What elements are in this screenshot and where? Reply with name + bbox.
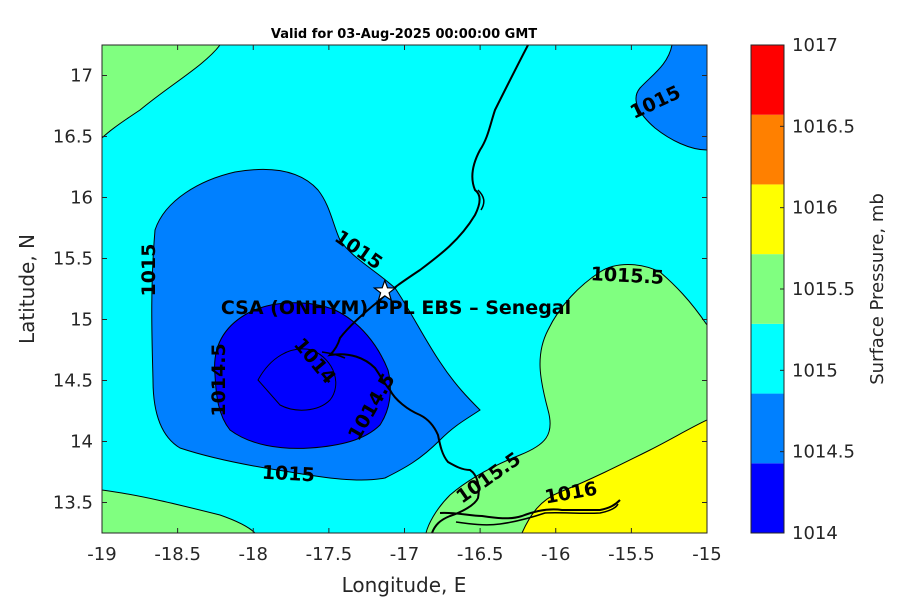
x-tick-label: -18 <box>239 544 268 565</box>
x-axis-label: Longitude, E <box>342 573 467 597</box>
y-tick-label: 14 <box>70 432 93 453</box>
y-axis-label: Latitude, N <box>15 234 39 344</box>
x-tick-label: -15.5 <box>608 544 655 565</box>
coastline-inlet <box>321 189 485 359</box>
y-axis: 13.5 14 14.5 15 15.5 16 16.5 17 <box>53 66 707 514</box>
region-1015-5-sw <box>102 489 256 533</box>
contour-label: 1015.5 <box>590 263 664 289</box>
region-1014-5-ne <box>635 45 707 151</box>
region-1016-se <box>521 419 707 533</box>
colorbar-tick-label: 1014.5 <box>792 442 855 463</box>
colorbar-tick-label: 1017 <box>792 35 838 56</box>
contour-label: 1015 <box>261 462 315 487</box>
colorbar-swatch <box>751 323 784 394</box>
colorbar-swatch <box>751 393 784 464</box>
colorbar-swatch <box>751 254 784 324</box>
inner-contour-1014 <box>257 348 337 411</box>
colorbar-tick-label: 1014 <box>792 523 838 544</box>
colorbar-tick-label: 1015 <box>792 360 838 381</box>
x-tick-label: -17 <box>390 544 419 565</box>
river-line-2 <box>455 503 619 526</box>
colorbar-swatch <box>751 184 784 255</box>
region-1014-center <box>214 302 391 449</box>
contour-field <box>102 45 707 533</box>
colorbar-swatch <box>751 114 784 185</box>
chart-title: Valid for 03-Aug-2025 00:00:00 GMT <box>271 27 537 42</box>
colorbar-swatch <box>751 45 784 115</box>
colorbar-swatch <box>751 463 784 533</box>
y-tick-label: 14.5 <box>53 371 93 392</box>
y-tick-label: 15.5 <box>53 249 93 270</box>
coastline <box>321 45 621 533</box>
station-label: CSA (ONHYM) PPL EBS – Senegal <box>221 297 571 319</box>
x-tick-label: -17.5 <box>306 544 353 565</box>
x-axis: -19 -18.5 -18 -17.5 -17 -16.5 -16 -15.5 -15 <box>87 45 722 565</box>
y-tick-label: 16 <box>70 188 93 209</box>
y-tick-label: 15 <box>70 310 93 331</box>
colorbar-label: Surface Pressure, mb <box>867 193 888 385</box>
region-1015-5-nw <box>102 45 221 139</box>
river-line <box>439 499 621 520</box>
y-tick-label: 16.5 <box>53 127 93 148</box>
x-tick-label: -16.5 <box>457 544 504 565</box>
x-tick-label: -19 <box>87 544 116 565</box>
colorbar-tick-label: 1016.5 <box>792 116 855 137</box>
y-tick-label: 17 <box>70 66 93 87</box>
station-star-icon <box>372 278 397 302</box>
contour-label: 1015 <box>138 244 160 297</box>
y-tick-label: 13.5 <box>53 493 93 514</box>
coastline-line <box>327 45 529 533</box>
x-tick-label: -18.5 <box>154 544 201 565</box>
x-tick-label: -15 <box>692 544 721 565</box>
colorbar-tick-label: 1016 <box>792 198 838 219</box>
x-tick-label: -16 <box>541 544 570 565</box>
colorbar: 1014 1014.5 1015 1015.5 1016 1016.5 1017 <box>750 35 855 544</box>
colorbar-tick-label: 1015.5 <box>792 279 855 300</box>
contour-label: 1014.5 <box>208 343 230 416</box>
